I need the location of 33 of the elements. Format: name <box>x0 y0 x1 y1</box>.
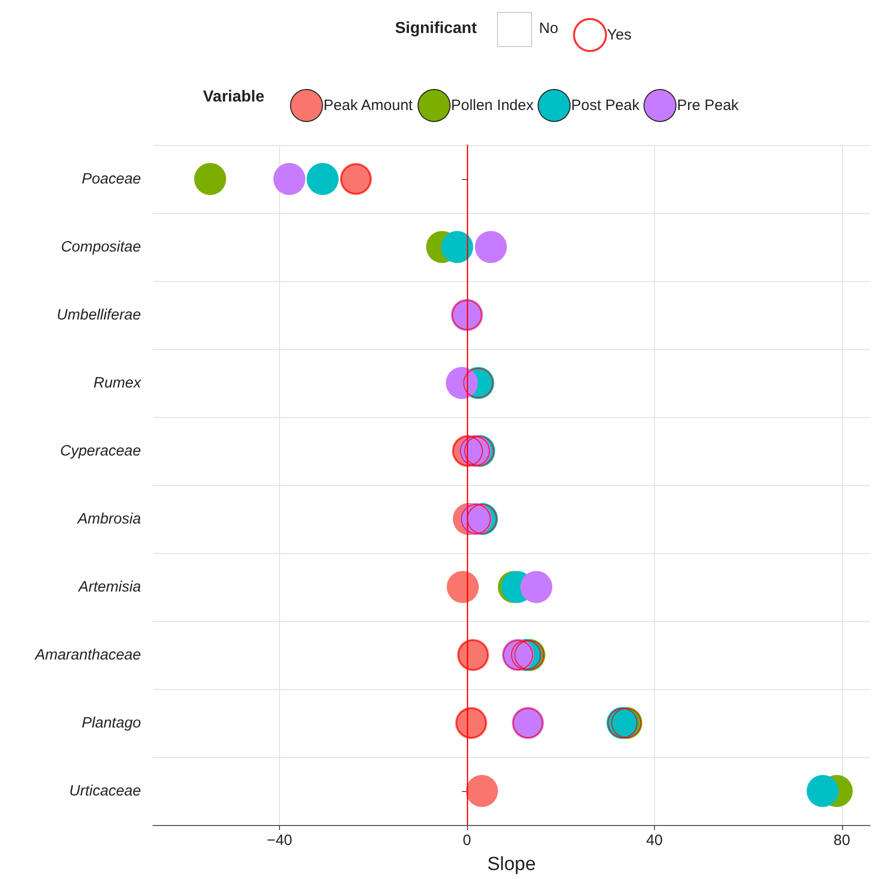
legend-label: Peak Amount <box>324 97 414 114</box>
legend-label: Pollen Index <box>451 97 534 114</box>
point <box>466 775 498 807</box>
point <box>194 163 226 195</box>
legend-title: Variable <box>203 88 264 106</box>
y-tick-label: Rumex <box>93 374 142 392</box>
y-tick-label: Umbelliferae <box>56 306 141 324</box>
point <box>520 571 552 603</box>
y-tick-label: Ambrosia <box>76 510 141 528</box>
x-tick-label: 40 <box>646 832 663 849</box>
text: Significant <box>395 20 477 38</box>
y-tick-label: Artemisia <box>77 578 141 596</box>
legend-label: Post Peak <box>571 97 640 114</box>
x-tick-label: 0 <box>462 832 472 849</box>
x-axis-title: Slope <box>487 854 536 875</box>
legend-label: Pre Peak <box>676 97 740 114</box>
point <box>806 775 839 807</box>
x-tick-label: −40 <box>266 832 292 849</box>
point <box>474 231 507 263</box>
point <box>273 163 306 195</box>
y-tick-label: Compositae <box>60 238 141 256</box>
y-tick-label: Cyperaceae <box>60 442 141 460</box>
point <box>446 367 478 399</box>
legend-label: Yes <box>607 26 632 44</box>
point <box>441 231 474 263</box>
x-tick-label: 80 <box>834 832 850 849</box>
point <box>446 571 479 603</box>
y-tick-label: Poaceae <box>82 170 141 188</box>
text: No <box>539 20 558 37</box>
y-tick-label: Urticaceae <box>69 782 141 800</box>
y-tick-label: Amaranthaceae <box>34 646 141 664</box>
y-tick-label: Plantago <box>82 714 141 732</box>
point <box>306 163 339 195</box>
